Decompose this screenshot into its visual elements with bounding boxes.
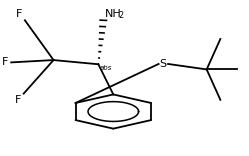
Text: F: F bbox=[16, 9, 22, 19]
Text: NH: NH bbox=[105, 9, 121, 19]
Text: abs: abs bbox=[100, 65, 112, 71]
Text: F: F bbox=[15, 95, 21, 105]
Text: S: S bbox=[160, 59, 167, 69]
Text: 2: 2 bbox=[118, 10, 124, 20]
Text: F: F bbox=[2, 57, 9, 67]
